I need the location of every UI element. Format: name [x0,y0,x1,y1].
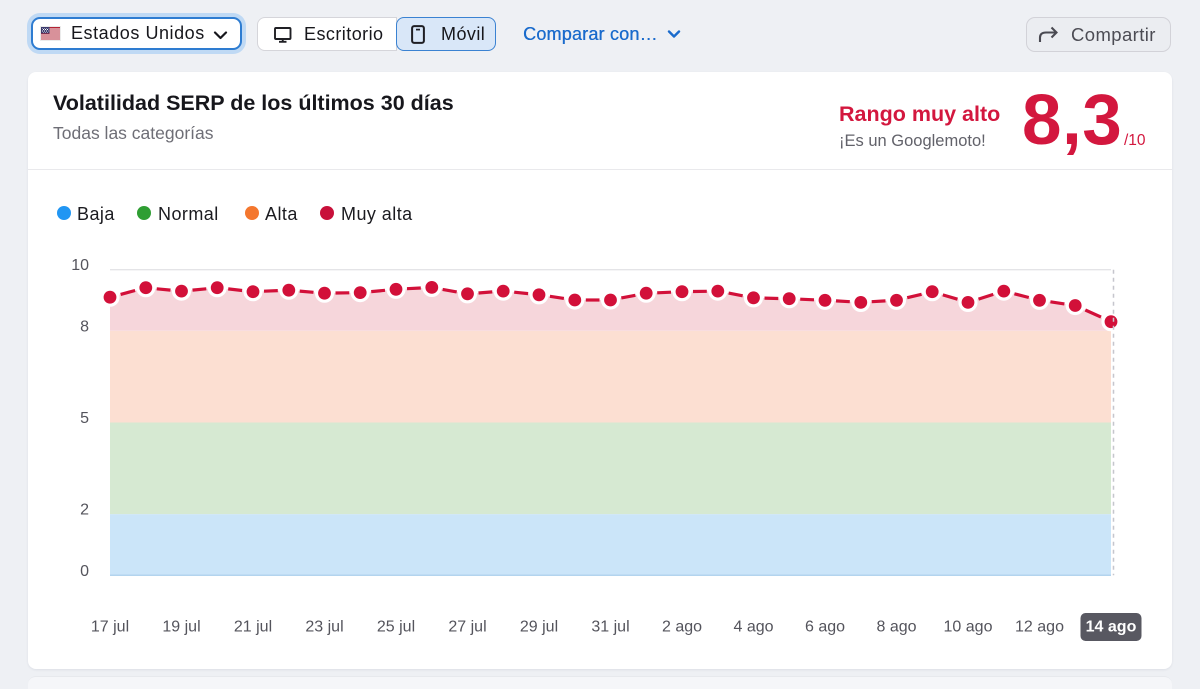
svg-text:12 ago: 12 ago [1015,619,1064,636]
svg-text:23 jul: 23 jul [305,619,343,636]
svg-text:8 ago: 8 ago [876,619,916,636]
svg-text:10 ago: 10 ago [944,619,993,636]
svg-text:31 jul: 31 jul [591,619,629,636]
svg-text:19 jul: 19 jul [162,619,200,636]
svg-text:10: 10 [71,257,89,274]
svg-text:14 ago: 14 ago [1086,619,1137,636]
svg-text:27 jul: 27 jul [448,619,486,636]
svg-text:6 ago: 6 ago [805,619,845,636]
svg-text:0: 0 [80,563,89,580]
svg-text:25 jul: 25 jul [377,619,415,636]
svg-text:2 ago: 2 ago [662,619,702,636]
svg-text:4 ago: 4 ago [733,619,773,636]
svg-text:5: 5 [80,410,89,427]
svg-text:2: 2 [80,502,89,519]
svg-text:8: 8 [80,318,89,335]
svg-text:29 jul: 29 jul [520,619,558,636]
svg-text:17 jul: 17 jul [91,619,129,636]
svg-text:21 jul: 21 jul [234,619,272,636]
